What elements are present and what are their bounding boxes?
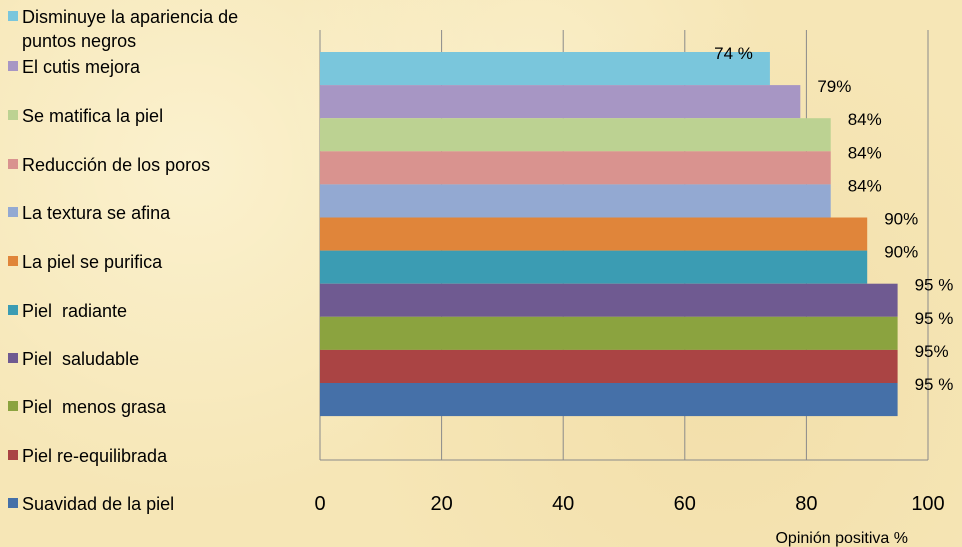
legend-swatch	[8, 353, 18, 363]
legend-swatch	[8, 498, 18, 508]
legend-swatch	[8, 256, 18, 266]
legend-swatch	[8, 11, 18, 21]
legend-swatch	[8, 401, 18, 411]
bar	[320, 118, 831, 152]
bar	[320, 151, 831, 185]
data-label: 74 %	[714, 44, 753, 63]
bar	[320, 250, 868, 284]
x-tick-label: 100	[911, 493, 944, 515]
legend-label: Piel menos grasa	[22, 397, 167, 417]
x-tick-label: 0	[314, 493, 325, 515]
legend-label: Suavidad de la piel	[22, 494, 174, 514]
bar	[320, 85, 801, 119]
legend-label: El cutis mejora	[22, 57, 141, 77]
legend-swatch	[8, 159, 18, 169]
data-label: 95%	[915, 342, 949, 361]
data-label: 95 %	[915, 309, 954, 328]
legend-label: Piel radiante	[22, 301, 127, 321]
data-label: 95 %	[915, 276, 954, 295]
x-axis-title: Opinión positiva %	[775, 530, 908, 547]
data-label: 90%	[884, 243, 918, 262]
legend-label: Reducción de los poros	[22, 155, 210, 175]
bar	[320, 217, 868, 251]
x-tick-label: 60	[674, 493, 696, 515]
legend-label: Se matifica la piel	[22, 106, 163, 126]
legend-swatch	[8, 450, 18, 460]
legend-label: puntos negros	[22, 31, 136, 51]
data-label: 90%	[884, 210, 918, 229]
data-label: 95 %	[915, 375, 954, 394]
bar	[320, 349, 898, 383]
legend-swatch	[8, 110, 18, 120]
legend-label: Piel re-equilibrada	[22, 446, 168, 466]
bars	[320, 52, 898, 417]
x-axis: 0 20 40 60 80 100	[314, 459, 945, 515]
legend-swatch	[8, 61, 18, 71]
data-label: 84%	[848, 110, 882, 129]
legend-label: La textura se afina	[22, 203, 171, 223]
bar	[320, 383, 898, 417]
x-tick-label: 40	[552, 493, 574, 515]
bar	[320, 283, 898, 317]
bar	[320, 184, 831, 218]
x-tick-label: 80	[795, 493, 817, 515]
legend-label: La piel se purifica	[22, 252, 163, 272]
legend: Disminuye la apariencia de puntos negros E…	[8, 7, 238, 514]
bar	[320, 316, 898, 350]
bar	[320, 52, 770, 86]
legend-swatch	[8, 207, 18, 217]
data-label: 84%	[848, 176, 882, 195]
legend-label: Disminuye la apariencia de	[22, 7, 238, 27]
legend-label: Piel saludable	[22, 349, 139, 369]
legend-swatch	[8, 305, 18, 315]
data-label: 84%	[848, 143, 882, 162]
data-label: 79%	[817, 77, 851, 96]
data-labels: 74 %79%84%84%84%90%90%95 %95 %95%95 %	[714, 44, 953, 394]
x-tick-label: 20	[430, 493, 452, 515]
